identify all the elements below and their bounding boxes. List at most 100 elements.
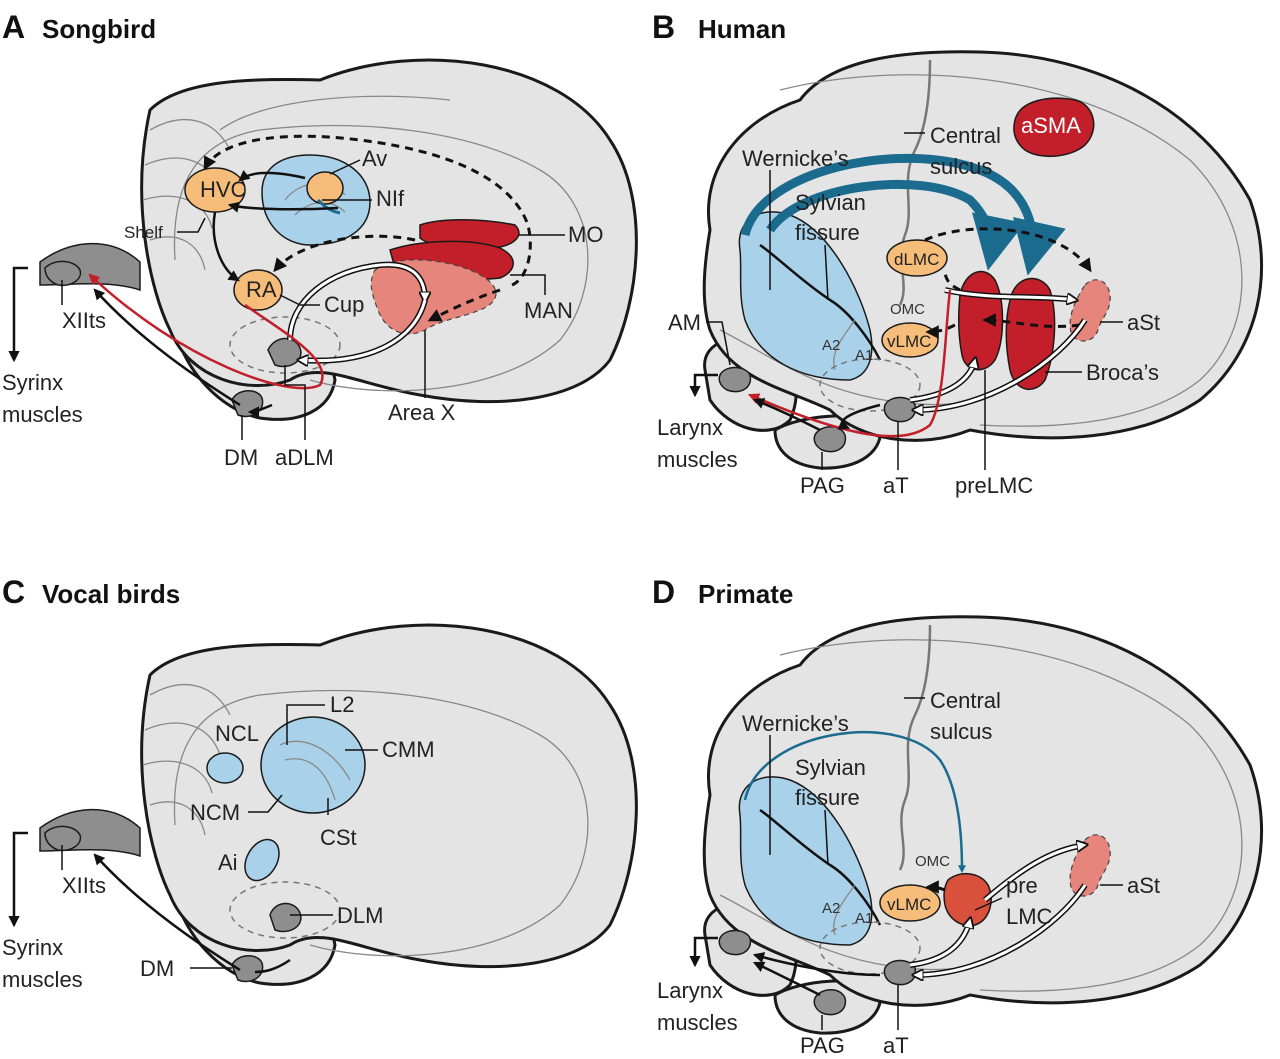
nucleus-pag: [813, 426, 847, 453]
dm-tail: [254, 958, 291, 974]
am-to-larynx: [689, 936, 718, 968]
nucleus-adlm: [267, 337, 302, 368]
panel-b-human: B Human aSMA dLMC vLMC: [652, 9, 1264, 498]
dlm-label: DLM: [337, 903, 383, 928]
pag-label: PAG: [800, 473, 845, 498]
a2-label: A2: [822, 900, 840, 917]
prelmc-to-dlmc: [943, 269, 961, 292]
l2-leader: [286, 704, 325, 745]
av-leader: [329, 159, 361, 175]
nucleus-dlm: [269, 902, 302, 933]
nucleus-xiits: [44, 260, 82, 287]
ra-label: RA: [246, 277, 277, 302]
cortex-to-ast: [944, 288, 1075, 300]
panel-a-songbird: A Songbird HVC RA: [2, 9, 638, 470]
area-vlmc: [879, 884, 941, 922]
prelmc-label: preLMC: [955, 473, 1033, 498]
ast-label: aSt: [1127, 873, 1160, 898]
a1-a2-boundary: [833, 884, 856, 936]
xiits-label: XIIts: [62, 308, 106, 333]
sylvian-leader: [824, 809, 829, 866]
a1-label: A1: [855, 910, 873, 927]
nucleus-at: [883, 396, 917, 423]
nucleus-ra: [233, 269, 283, 311]
dm-label: DM: [140, 956, 174, 981]
telencephalon-outline: [173, 124, 589, 392]
adlm-to-areax: [288, 263, 425, 341]
nucleus-at: [883, 959, 917, 986]
ncm-leader: [248, 794, 283, 813]
sylvian-label-line1: Sylvian: [795, 755, 866, 780]
areax-to-adlm: [300, 299, 427, 361]
nucleus-xiits: [44, 825, 82, 852]
area-asma: [1013, 97, 1095, 158]
panel-c-title: Vocal birds: [42, 579, 180, 609]
ra-to-xiits: [88, 273, 324, 390]
at-label: aT: [883, 473, 909, 498]
ai-label: Ai: [218, 850, 238, 875]
larynx-label-line1: Larynx: [657, 415, 723, 440]
panel-a-letter: A: [2, 9, 25, 45]
at-to-prelmc: [909, 920, 970, 967]
larynx-label-line1: Larynx: [657, 978, 723, 1003]
syrinx-label-line1: Syrinx: [2, 370, 63, 395]
cortex-inner-outline: [779, 639, 1243, 992]
area-prelmc: [943, 873, 992, 927]
sylvian-leader: [824, 244, 829, 301]
thalamus-region: [819, 358, 921, 412]
sylvian-label-line2: fissure: [795, 220, 860, 245]
sylvian-label-line2: fissure: [795, 785, 860, 810]
asma-label: aSMA: [1021, 113, 1081, 138]
panel-c-letter: C: [2, 574, 25, 610]
songbird-brain: [140, 58, 638, 404]
anterior-pathway-loop: [203, 134, 532, 287]
nucleus-dm: [231, 955, 264, 983]
to-dm: [247, 403, 273, 418]
panel-d-primate: D Primate vLMC Central sulcus: [652, 574, 1264, 1058]
at-to-am: [752, 952, 881, 977]
ast-label: aSt: [1127, 310, 1160, 335]
wernicke-to-broca-arc: [740, 153, 1066, 276]
thalamus-region: [819, 921, 921, 975]
pag-to-am: [752, 398, 821, 432]
cerebellum-folds: [142, 118, 231, 271]
ncl-label: NCL: [215, 721, 259, 746]
nucleus-am: [718, 929, 752, 956]
omc-label: OMC: [915, 853, 950, 870]
wernicke-to-prelmc-arc: [766, 179, 1025, 271]
am-leader: [706, 321, 731, 366]
a1-label: A1: [855, 347, 873, 364]
man-to-ra: [273, 234, 416, 273]
panel-d-letter: D: [652, 574, 675, 610]
man-label: MAN: [524, 298, 573, 323]
adlm-label: aDLM: [275, 445, 334, 470]
central-label-line2: sulcus: [930, 154, 992, 179]
syrinx-label-line2: muscles: [2, 967, 83, 992]
xiits-label: XIIts: [62, 873, 106, 898]
central-label-line1: Central: [930, 688, 1001, 713]
larynx-label-line2: muscles: [657, 1010, 738, 1035]
panel-d-title: Primate: [698, 579, 793, 609]
telencephalon-outline: [173, 689, 589, 957]
pag-to-am: [752, 961, 821, 997]
ast-to-at: [915, 884, 1087, 975]
adlm-leader: [284, 365, 306, 440]
prelmc-to-ast: [984, 845, 1085, 902]
central-label-line1: Central: [930, 123, 1001, 148]
cup-label: Cup: [324, 292, 364, 317]
vocal-bird-brain: [140, 623, 638, 969]
dm-label: DM: [224, 445, 258, 470]
ast-to-prelmc: [982, 313, 1081, 328]
av-label: Av: [362, 146, 387, 171]
central-sulcus: [898, 624, 932, 871]
wernicke-label: Wernicke’s: [742, 711, 849, 736]
prelmc-to-vlmc: [925, 880, 946, 894]
panel-b-title: Human: [698, 14, 786, 44]
dm-to-xiits: [93, 288, 241, 407]
prelmc-leader: [974, 897, 1003, 911]
xiits-to-syrinx: [8, 831, 28, 928]
syrinx-label-line2: muscles: [2, 402, 83, 427]
dlmc-label: dLMC: [894, 250, 939, 269]
av-to-hvc: [238, 169, 306, 182]
